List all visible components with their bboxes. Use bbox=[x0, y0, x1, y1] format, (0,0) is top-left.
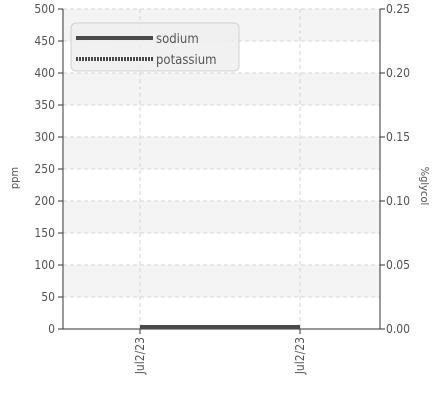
y-tick-label: 100 bbox=[34, 258, 55, 272]
y-tick-label: 350 bbox=[34, 98, 55, 112]
x-tick-label: Jul2/23 bbox=[293, 337, 307, 375]
y2-tick-label: 0.25 bbox=[386, 2, 410, 16]
y-tick-label: 300 bbox=[34, 130, 55, 144]
y-tick-label: 50 bbox=[41, 290, 55, 304]
y-tick-label: 150 bbox=[34, 226, 55, 240]
y2-axis-title: %glycol bbox=[418, 167, 431, 206]
y2-tick-label: 0.05 bbox=[386, 258, 410, 272]
legend-label-potassium: potassium bbox=[156, 53, 217, 68]
grid-band bbox=[63, 201, 380, 233]
y-tick-label: 200 bbox=[34, 194, 55, 208]
x-tick-label: Jul2/23 bbox=[133, 337, 147, 375]
y2-tick-label: 0.10 bbox=[386, 194, 410, 208]
legend-label-sodium: sodium bbox=[156, 32, 199, 47]
y-tick-label: 400 bbox=[34, 66, 55, 80]
y2-tick-label: 0.15 bbox=[386, 130, 410, 144]
y-tick-label: 250 bbox=[34, 162, 55, 176]
y-tick-label: 450 bbox=[34, 34, 55, 48]
y-axis-ticks: 0 50 100 150 200 250 300 350 400 450 500 bbox=[34, 2, 63, 336]
y-axis-title: ppm bbox=[8, 167, 21, 189]
legend: sodium potassium bbox=[70, 22, 240, 72]
y-tick-label: 500 bbox=[34, 2, 55, 16]
grid-band bbox=[63, 73, 380, 105]
grid-band bbox=[63, 265, 380, 297]
y2-tick-label: 0.20 bbox=[386, 66, 410, 80]
y2-tick-label: 0.00 bbox=[386, 322, 410, 336]
legend-items: sodium potassium bbox=[76, 32, 217, 68]
x-axis-ticks: Jul2/23 Jul2/23 bbox=[133, 329, 307, 375]
y-tick-label: 0 bbox=[48, 322, 55, 336]
y2-axis-ticks: 0.00 0.05 0.10 0.15 0.20 0.25 bbox=[380, 2, 410, 336]
grid-band bbox=[63, 137, 380, 169]
